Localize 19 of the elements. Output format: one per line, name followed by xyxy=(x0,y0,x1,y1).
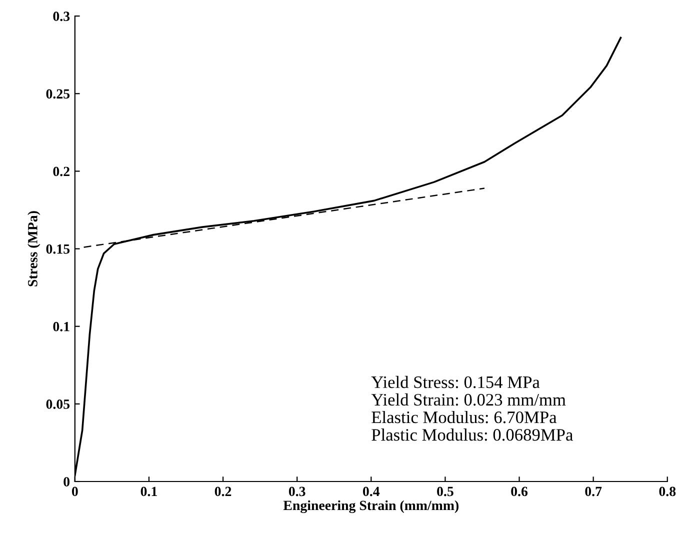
y-tick-label: 0.25 xyxy=(46,89,70,99)
y-tick-label: 0.1 xyxy=(53,322,70,332)
y-axis-title: Stress (MPa) xyxy=(28,211,40,286)
x-tick-label: 0.1 xyxy=(140,486,157,496)
x-tick-label: 0.6 xyxy=(511,486,528,496)
y-tick-label: 0 xyxy=(64,477,70,486)
x-tick-label: 0.3 xyxy=(288,486,306,496)
x-tick-label: 0.4 xyxy=(362,486,380,496)
x-axis-title: Engineering Strain (mm/mm) xyxy=(283,500,458,514)
x-tick-label: 0.2 xyxy=(214,486,232,496)
y-tick-label: 0.05 xyxy=(46,400,70,409)
y-tick-label: 0.3 xyxy=(53,12,70,22)
annotation: Yield Stress: 0.154 MPa Yield Strain: 0.023 mm/mm Elastic Modulus: 6.70MPa Plastic Modulus: 0.0689MPa xyxy=(371,376,573,441)
x-tick-label: 0.7 xyxy=(585,486,602,496)
x-tick-label: 0.8 xyxy=(659,486,676,496)
y-tick-label: 0.2 xyxy=(53,166,70,176)
x-tick-label: 0 xyxy=(72,486,78,496)
y-tick-label: 0.15 xyxy=(46,244,70,254)
x-tick-label: 0.5 xyxy=(437,486,454,496)
